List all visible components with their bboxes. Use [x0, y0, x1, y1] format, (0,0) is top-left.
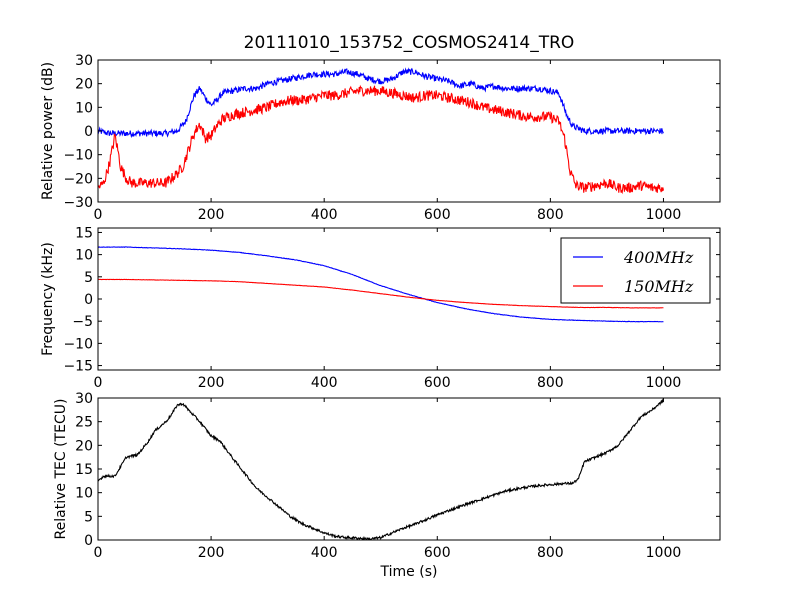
x-tick-label: 0	[94, 375, 103, 391]
y-tick-label: −10	[63, 336, 93, 352]
x-tick-label: 1000	[646, 545, 682, 561]
x-tick-label: 600	[424, 207, 451, 223]
y-tick-label: 10	[75, 100, 93, 116]
x-axis-label: Time (s)	[380, 564, 438, 580]
x-tick-label: 200	[198, 545, 225, 561]
x-tick-label: 200	[198, 207, 225, 223]
plot-frame	[97, 397, 721, 541]
x-tick-label: 1000	[646, 207, 682, 223]
x-tick-label: 800	[537, 375, 564, 391]
y-tick-label: 30	[75, 53, 93, 69]
legend-label: 150MHz	[624, 277, 694, 296]
y-tick-label: 5	[84, 270, 93, 286]
x-tick-label: 0	[94, 207, 103, 223]
x-tick-label: 600	[424, 375, 451, 391]
y-tick-label: −30	[63, 195, 93, 211]
y-axis-label: Relative TEC (TECU)	[53, 399, 69, 540]
x-tick-label: 400	[311, 375, 338, 391]
y-tick-label: 20	[75, 77, 93, 93]
legend-label: 400MHz	[623, 248, 694, 267]
panels: 0 200 400 600 800 1000−30−20−100102030Relativ…	[40, 53, 721, 580]
y-axis-label: Relative power (dB)	[40, 62, 56, 200]
legend: 400MHz 150MHz	[560, 237, 711, 304]
y-tick-label: 15	[75, 225, 93, 241]
series-line-1-1	[98, 67, 664, 139]
y-tick-label: 0	[84, 124, 93, 140]
x-tick-label: 200	[198, 375, 225, 391]
panel-2: 0 200 400 600 800 1000 −15 −10 −5 0 5 10 15 Frequency…	[40, 225, 721, 391]
y-tick-label: −20	[63, 171, 93, 187]
series-line-1-2	[98, 84, 664, 195]
y-tick-label: −5	[72, 314, 93, 330]
y-tick-label: 10	[75, 248, 93, 264]
y-tick-label: −15	[63, 359, 93, 375]
y-tick-label: −10	[63, 148, 93, 164]
y-tick-label: 0	[84, 292, 93, 308]
y-tick-label: 25	[75, 415, 93, 431]
y-tick-label: 20	[75, 438, 93, 454]
y-tick-label: 15	[75, 462, 93, 478]
x-tick-label: 800	[537, 545, 564, 561]
y-axis-label: Frequency (kHz)	[40, 242, 56, 356]
y-tick-label: 30	[75, 391, 93, 407]
x-tick-label: 400	[311, 545, 338, 561]
x-tick-label: 800	[537, 207, 564, 223]
x-tick-label: 1000	[646, 375, 682, 391]
y-tick-label: 5	[84, 509, 93, 525]
panel-3: 0 200 400 600 800 1000 0 5 10 15 20 25 30 Relative TE…	[53, 391, 721, 580]
chart-title: 20111010_153752_COSMOS2414_TRO	[244, 33, 575, 53]
x-tick-label: 600	[424, 545, 451, 561]
x-tick-label: 400	[311, 207, 338, 223]
panel-1: 0 200 400 600 800 1000 −30 −20 −10 0 10 20 30 Relativ…	[40, 53, 721, 223]
series-line-2-1	[98, 246, 664, 323]
x-tick-label: 0	[94, 545, 103, 561]
y-tick-label: 0	[84, 533, 93, 549]
series-line-3-1	[98, 398, 664, 540]
series-line-2-2	[98, 278, 664, 309]
y-tick-label: 10	[75, 486, 93, 502]
